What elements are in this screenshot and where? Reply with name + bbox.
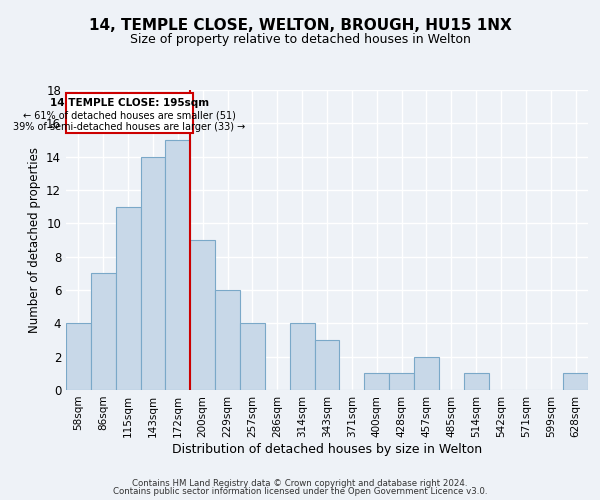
Bar: [364, 374, 389, 390]
Bar: [314, 340, 340, 390]
Text: 14 TEMPLE CLOSE: 195sqm: 14 TEMPLE CLOSE: 195sqm: [50, 98, 209, 108]
Bar: [290, 324, 314, 390]
Bar: [464, 374, 488, 390]
Text: Contains HM Land Registry data © Crown copyright and database right 2024.: Contains HM Land Registry data © Crown c…: [132, 478, 468, 488]
FancyBboxPatch shape: [66, 92, 193, 134]
Text: 14, TEMPLE CLOSE, WELTON, BROUGH, HU15 1NX: 14, TEMPLE CLOSE, WELTON, BROUGH, HU15 1…: [89, 18, 511, 32]
Bar: [215, 290, 240, 390]
Y-axis label: Number of detached properties: Number of detached properties: [28, 147, 41, 333]
X-axis label: Distribution of detached houses by size in Welton: Distribution of detached houses by size …: [172, 442, 482, 456]
Text: 39% of semi-detached houses are larger (33) →: 39% of semi-detached houses are larger (…: [13, 122, 245, 132]
Bar: [91, 274, 116, 390]
Bar: [240, 324, 265, 390]
Bar: [190, 240, 215, 390]
Bar: [166, 140, 190, 390]
Text: Size of property relative to detached houses in Welton: Size of property relative to detached ho…: [130, 32, 470, 46]
Bar: [66, 324, 91, 390]
Bar: [414, 356, 439, 390]
Bar: [116, 206, 140, 390]
Bar: [140, 156, 166, 390]
Text: Contains public sector information licensed under the Open Government Licence v3: Contains public sector information licen…: [113, 487, 487, 496]
Text: ← 61% of detached houses are smaller (51): ← 61% of detached houses are smaller (51…: [23, 110, 236, 120]
Bar: [389, 374, 414, 390]
Bar: [563, 374, 588, 390]
